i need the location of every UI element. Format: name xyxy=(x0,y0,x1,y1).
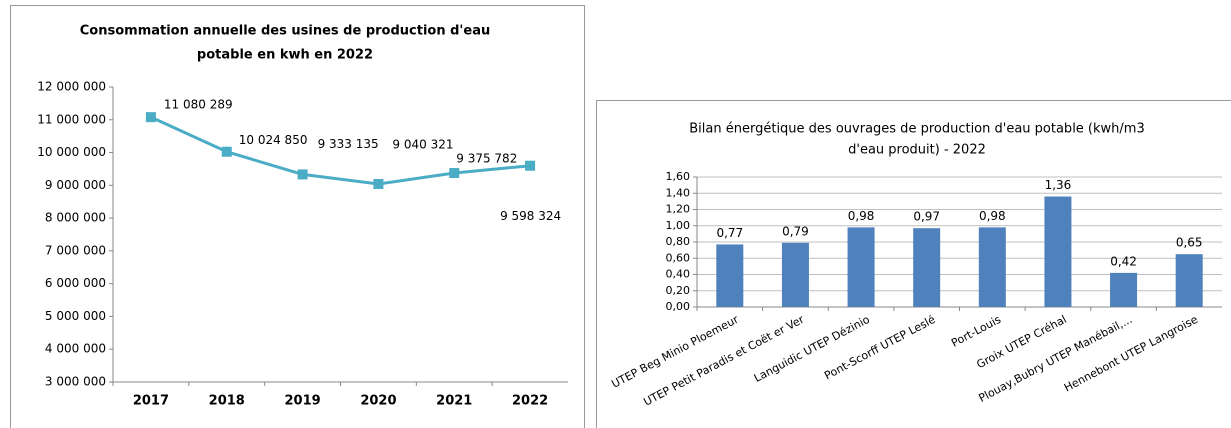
chart-title: potable en kwh en 2022 xyxy=(197,48,373,63)
data-label: 0,42 xyxy=(1110,254,1137,268)
bar xyxy=(781,242,809,307)
y-tick-label: 0,40 xyxy=(666,268,691,281)
y-tick-label: 11 000 000 xyxy=(37,112,106,126)
y-tick-label: 1,40 xyxy=(666,186,691,199)
marker xyxy=(221,146,232,157)
x-tick-label: 2022 xyxy=(512,394,548,409)
bar xyxy=(716,244,744,307)
y-tick-label: 5 000 000 xyxy=(45,309,106,323)
bar xyxy=(1044,196,1072,307)
y-tick-label: 6 000 000 xyxy=(45,276,106,290)
y-tick-label: 3 000 000 xyxy=(45,375,106,389)
marker xyxy=(525,160,536,171)
x-tick-label: 2017 xyxy=(133,394,169,409)
bar xyxy=(847,227,875,307)
x-tick-label: Languidic UTEP Dézinio xyxy=(752,313,872,385)
data-label: 0,98 xyxy=(979,209,1006,223)
x-tick-label: 2019 xyxy=(284,394,320,409)
x-tick-label: 2020 xyxy=(360,394,396,409)
y-tick-label: 9 000 000 xyxy=(45,178,106,192)
x-tick-label: 2021 xyxy=(436,394,472,409)
chart-frame xyxy=(10,5,585,428)
x-tick-label: 2018 xyxy=(209,394,245,409)
y-tick-label: 1,00 xyxy=(666,219,691,232)
y-tick-label: 0,80 xyxy=(666,235,691,248)
bar xyxy=(913,228,941,307)
marker xyxy=(145,112,156,123)
data-label: 11 080 289 xyxy=(164,98,233,112)
marker xyxy=(373,179,384,190)
chart-frame xyxy=(596,100,1231,428)
data-label: 9 598 324 xyxy=(500,209,561,223)
chart-title: Bilan énergétique des ouvrages de produc… xyxy=(689,122,1144,137)
x-tick-label: Pont-Scorff UTEP Leslé xyxy=(822,313,938,383)
marker xyxy=(297,169,308,180)
chart-title: Consommation annuelle des usines de prod… xyxy=(80,24,491,39)
marker xyxy=(449,168,460,179)
data-label: 0,65 xyxy=(1176,236,1203,250)
y-tick-label: 4 000 000 xyxy=(45,342,106,356)
data-label: 1,36 xyxy=(1045,178,1072,192)
data-label: 10 024 850 xyxy=(239,133,308,147)
data-label: 0,77 xyxy=(716,226,743,240)
y-tick-label: 12 000 000 xyxy=(37,80,106,94)
data-label: 9 333 135 xyxy=(318,137,379,151)
y-tick-label: 10 000 000 xyxy=(37,145,106,159)
y-tick-label: 1,20 xyxy=(666,203,691,216)
bar xyxy=(1110,272,1138,307)
data-label: 0,98 xyxy=(848,209,875,223)
y-tick-label: 8 000 000 xyxy=(45,211,106,225)
data-label: 9 375 782 xyxy=(456,152,517,166)
line xyxy=(150,115,531,186)
y-tick-label: 0,60 xyxy=(666,251,691,264)
bar xyxy=(978,227,1006,307)
data-label: 0,97 xyxy=(913,210,940,224)
y-tick-label: 0,00 xyxy=(666,300,691,313)
y-tick-label: 1,60 xyxy=(666,170,691,183)
bar xyxy=(1175,254,1203,307)
data-label: 0,79 xyxy=(782,224,809,238)
chart-title: d'eau produit) - 2022 xyxy=(848,143,986,158)
y-tick-label: 7 000 000 xyxy=(45,243,106,257)
y-tick-label: 0,20 xyxy=(666,284,691,297)
data-label: 9 040 321 xyxy=(392,138,453,152)
x-tick-label: Port-Louis xyxy=(949,313,1003,350)
